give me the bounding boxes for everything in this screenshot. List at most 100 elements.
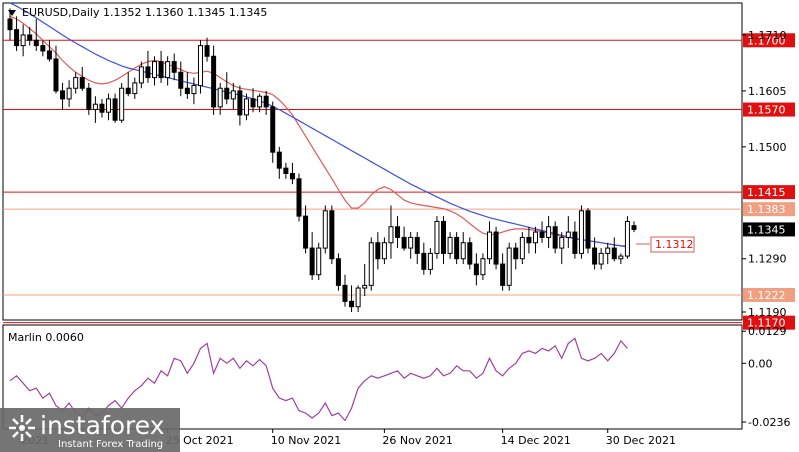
- candle: [106, 93, 112, 121]
- candle: [480, 253, 486, 281]
- candle: [375, 232, 381, 270]
- level-tag-label: 1.1383: [747, 203, 786, 216]
- symbol-dropdown-icon[interactable]: [8, 10, 16, 16]
- date-tick-label: 25 Oct 2021: [166, 434, 234, 447]
- date-tick-label: 14 Dec 2021: [501, 434, 571, 447]
- candle-body: [7, 18, 13, 31]
- candle: [460, 232, 466, 265]
- candle: [467, 237, 473, 270]
- candle: [20, 24, 26, 57]
- candle-body: [106, 98, 112, 113]
- candle-body: [14, 29, 20, 47]
- candle-body: [197, 45, 203, 87]
- level-tag: [743, 185, 795, 200]
- candle-body: [335, 258, 341, 286]
- candle: [178, 61, 184, 97]
- ma-red-line: [9, 15, 628, 247]
- candle-body: [624, 220, 630, 257]
- marlin-tick-label: -0.0236: [748, 416, 790, 429]
- horizontal-levels: [3, 39, 742, 324]
- instaforex-logo: instaforex Instant Forex Trading: [0, 408, 180, 452]
- candle: [204, 37, 210, 62]
- moving-average-blue: [9, 2, 628, 248]
- candle-body: [441, 220, 447, 254]
- candle: [500, 253, 506, 291]
- candle: [414, 232, 420, 265]
- candle: [546, 216, 552, 249]
- candle-body: [454, 236, 460, 260]
- candle-body: [263, 95, 269, 108]
- candle-body: [270, 106, 276, 153]
- candle-body: [309, 247, 315, 276]
- candle-body: [342, 284, 348, 302]
- candle: [447, 232, 453, 259]
- candle: [73, 72, 79, 94]
- marlin-label: Marlin 0.0060: [8, 331, 84, 344]
- candle-body: [493, 231, 499, 265]
- candle: [27, 26, 33, 46]
- candle-body: [559, 236, 565, 249]
- candle: [401, 226, 407, 251]
- candle-body: [237, 90, 243, 116]
- candle: [46, 40, 52, 62]
- candle: [322, 205, 328, 254]
- level-tag-label: 1.1170: [747, 317, 786, 330]
- price-tick-label: 1.1605: [748, 85, 787, 98]
- candle: [598, 248, 604, 270]
- logo-brand: instaforex: [40, 411, 165, 440]
- candle: [33, 18, 39, 51]
- candle-body: [329, 210, 335, 260]
- date-tick-label: 10 Nov 2021: [271, 434, 341, 447]
- candle: [237, 85, 243, 126]
- date-tick-label: 26 Nov 2021: [382, 434, 452, 447]
- candle: [395, 216, 401, 249]
- candle: [618, 253, 624, 265]
- candle-body: [513, 247, 519, 260]
- candle-body: [395, 226, 401, 238]
- candle-body: [381, 242, 387, 260]
- candle: [132, 77, 138, 99]
- logo-tagline: Instant Forex Trading: [58, 439, 163, 450]
- candle-body: [605, 247, 611, 254]
- candle: [7, 8, 13, 41]
- candle-body: [224, 87, 230, 100]
- candle-body: [585, 210, 591, 249]
- candle-body: [152, 61, 158, 79]
- candle: [592, 237, 598, 270]
- candle-body: [434, 220, 440, 254]
- candle-body: [145, 66, 151, 79]
- ma-value-label: 1.1312: [655, 238, 694, 251]
- level-tag-label: 1.1415: [747, 186, 786, 199]
- candle: [197, 40, 203, 94]
- candle-body: [66, 87, 72, 100]
- candle: [270, 101, 276, 163]
- level-tag-label: 1.1222: [747, 289, 786, 302]
- candle-body: [86, 87, 92, 111]
- candle: [40, 40, 46, 57]
- candle: [263, 90, 269, 115]
- candle-body: [592, 247, 598, 265]
- marlin-tick-label: 0.0129: [748, 325, 787, 338]
- candle-body: [171, 61, 177, 73]
- candle-body: [526, 236, 532, 244]
- candle-body: [349, 300, 355, 308]
- candle: [145, 50, 151, 83]
- candle: [362, 264, 368, 297]
- candle-body: [401, 236, 407, 249]
- candle: [79, 66, 85, 91]
- candle-body: [408, 236, 414, 249]
- candle-body: [519, 236, 525, 260]
- candle: [92, 96, 98, 123]
- candle: [506, 242, 512, 291]
- candle: [99, 98, 105, 118]
- candle: [191, 77, 197, 105]
- ma-value-callout: 1.1312: [636, 236, 695, 253]
- candle-body: [572, 231, 578, 254]
- candle-body: [204, 45, 210, 57]
- candle: [585, 208, 591, 254]
- candle-body: [303, 215, 309, 249]
- candle: [289, 162, 295, 185]
- candle: [454, 232, 460, 265]
- candle-body: [92, 103, 98, 111]
